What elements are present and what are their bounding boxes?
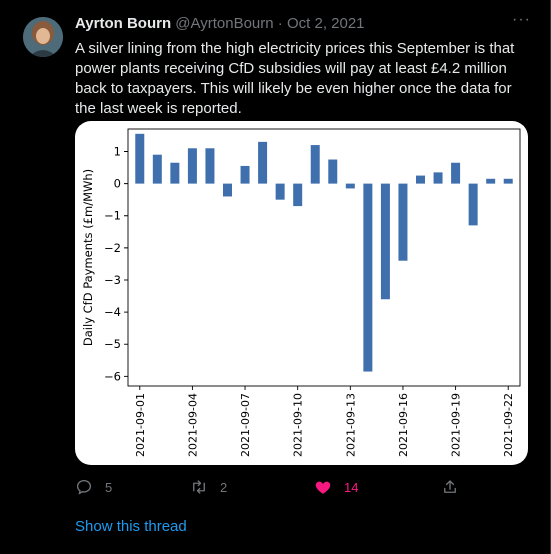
- share-button[interactable]: [441, 478, 471, 496]
- tweet-text: A silver lining from the high electricit…: [75, 40, 515, 117]
- y-tick-label: −6: [104, 369, 121, 383]
- x-tick-label: 2021-09-13: [344, 393, 357, 457]
- chart-bar: [363, 183, 373, 372]
- chart-bar: [135, 133, 145, 184]
- share-icon: [444, 480, 456, 493]
- chart-bar: [345, 183, 355, 189]
- chart-bar: [205, 148, 215, 184]
- reply-button[interactable]: 5: [75, 478, 112, 496]
- y-tick-label: −5: [104, 337, 121, 351]
- y-tick-label: −1: [104, 209, 121, 223]
- retweet-count: 2: [220, 479, 228, 495]
- chart-bar: [380, 183, 390, 300]
- y-tick-label: 0: [114, 177, 121, 191]
- separator: ·: [277, 15, 283, 32]
- x-tick-label: 2021-09-19: [450, 393, 463, 457]
- retweet-icon: [193, 480, 205, 494]
- retweet-button[interactable]: 2: [190, 478, 227, 496]
- more-options-icon[interactable]: ···: [512, 11, 531, 28]
- author-name[interactable]: Ayrton Bourn: [75, 15, 172, 32]
- y-tick-label: −2: [104, 241, 121, 255]
- x-tick-label: 2021-09-01: [134, 393, 147, 457]
- like-count: 14: [344, 479, 359, 495]
- plot-frame: [127, 128, 521, 387]
- chart-bar: [258, 141, 268, 184]
- heart-icon: [315, 481, 331, 494]
- chart-bar: [503, 178, 513, 184]
- author-handle[interactable]: @AyrtonBourn: [175, 15, 274, 32]
- chart-image[interactable]: 1 0 −1 −2 −3 −4 −5 −6 2021-09-01 2021-09-04 2021-0…: [75, 121, 528, 465]
- y-axis-label: Daily CfD Payments (£m/MWh): [81, 169, 95, 346]
- x-tick-label: 2021-09-10: [292, 393, 305, 457]
- reply-icon: [76, 479, 92, 495]
- chart-bar: [451, 162, 461, 184]
- chart-bar: [275, 183, 285, 200]
- chart-bar: [398, 183, 408, 261]
- show-thread-link[interactable]: Show this thread: [75, 518, 187, 535]
- tweet-date[interactable]: Oct 2, 2021: [286, 15, 365, 32]
- x-tick-label: 2021-09-22: [502, 393, 515, 457]
- chart-bar: [433, 172, 443, 184]
- avatar[interactable]: [23, 17, 63, 57]
- chart-bar: [240, 165, 250, 184]
- reply-count: 5: [105, 479, 113, 495]
- chart-bar: [152, 154, 162, 184]
- chart-bar: [187, 148, 197, 184]
- x-tick-label: 2021-09-04: [186, 393, 199, 457]
- chart-bar: [468, 183, 478, 226]
- y-tick-label: −3: [104, 273, 121, 287]
- x-tick-label: 2021-09-16: [397, 393, 410, 457]
- chart-bar: [486, 178, 496, 184]
- x-tick-label: 2021-09-07: [239, 393, 252, 457]
- chart-bar: [328, 159, 338, 184]
- chart-bar: [170, 162, 180, 184]
- avatar-image: [23, 17, 63, 57]
- like-button[interactable]: 14: [314, 478, 358, 496]
- tweet-header: Ayrton Bourn @AyrtonBourn · Oct 2, 2021 …: [75, 11, 531, 37]
- chart-bar: [416, 175, 425, 184]
- chart-bar: [293, 183, 303, 207]
- y-tick-label: −4: [104, 305, 121, 319]
- bar-chart: 1 0 −1 −2 −3 −4 −5 −6 2021-09-01 2021-09-04 2021-0…: [81, 128, 521, 457]
- chart-bar: [223, 183, 232, 197]
- chart-bar: [310, 145, 320, 184]
- tweet-actions: 5 2 14: [75, 478, 495, 498]
- y-tick-label: 1: [114, 144, 121, 158]
